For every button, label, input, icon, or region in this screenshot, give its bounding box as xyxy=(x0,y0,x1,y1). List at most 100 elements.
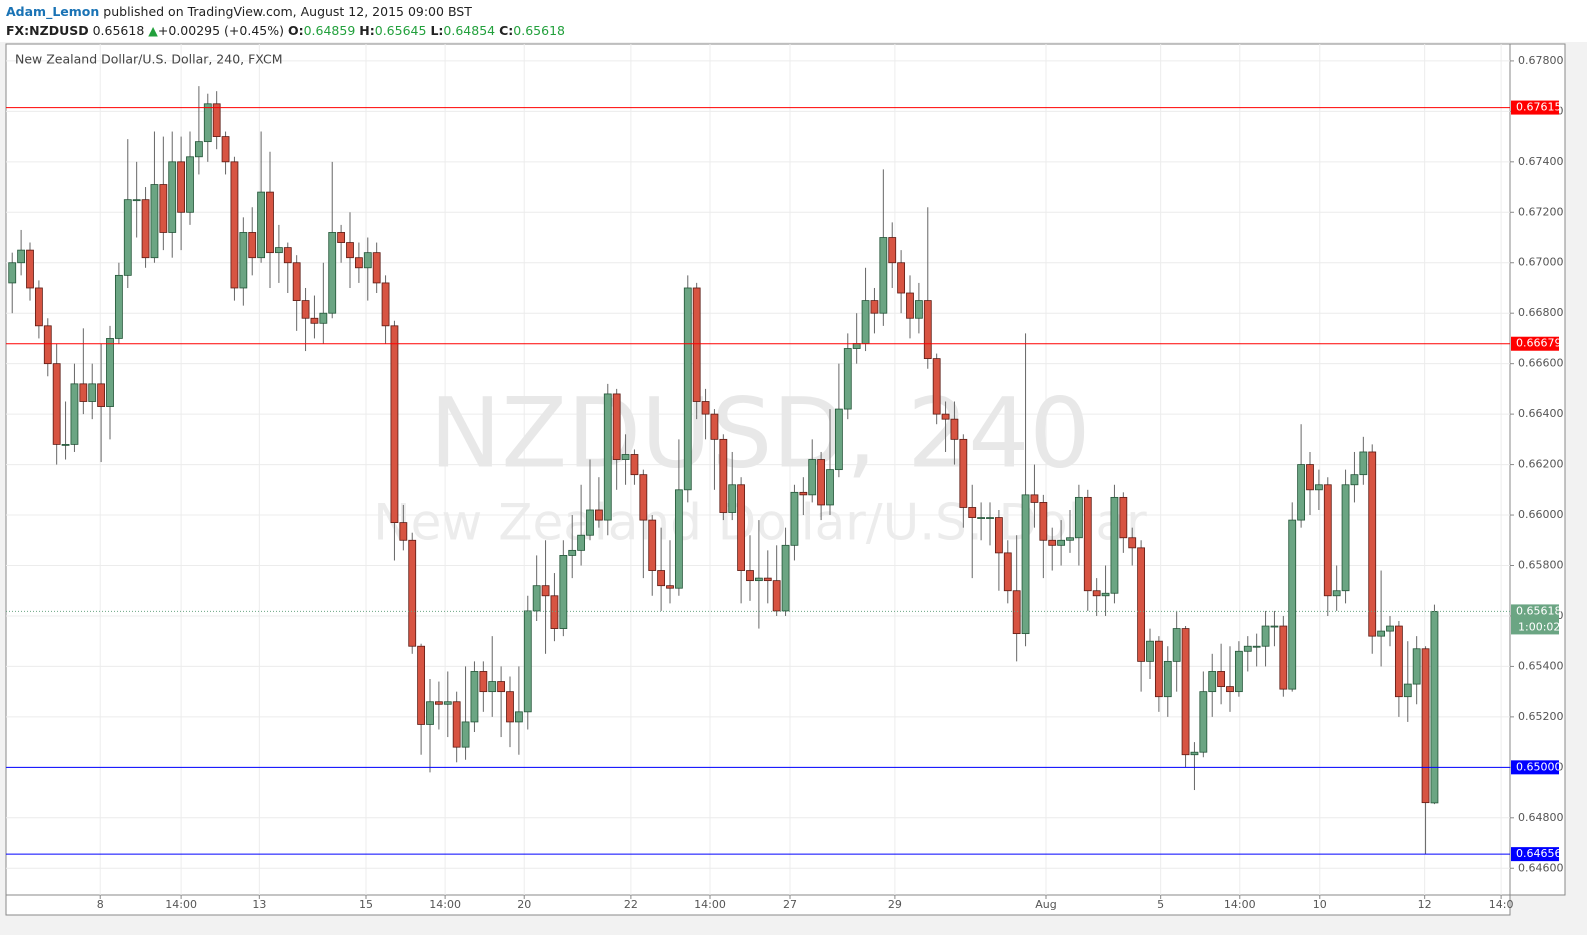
candle-body xyxy=(8,262,17,284)
candle-body xyxy=(834,408,843,471)
candle-body xyxy=(648,519,657,571)
candle-body xyxy=(532,585,541,612)
candle-body xyxy=(363,252,372,269)
candle-body xyxy=(746,570,754,582)
candle-body xyxy=(221,136,230,163)
candle-body xyxy=(177,161,186,213)
candle-body xyxy=(1430,611,1439,804)
y-tick-label: 0.66200 xyxy=(1518,458,1564,471)
y-tick-label: 0.64600 xyxy=(1518,861,1564,874)
candle-body xyxy=(1146,640,1154,662)
candle-body xyxy=(781,544,790,612)
candle-body xyxy=(657,570,666,587)
candle-body xyxy=(808,459,817,496)
header: Adam_Lemon published on TradingView.com,… xyxy=(6,2,565,40)
x-tick-label: 5 xyxy=(1157,898,1164,911)
candle-body xyxy=(408,539,417,647)
candle-body xyxy=(923,300,932,360)
candle-body xyxy=(1332,590,1341,597)
candle-body xyxy=(319,312,328,324)
candle-body xyxy=(710,413,719,440)
candle-body xyxy=(568,549,577,556)
candle-body xyxy=(310,317,319,324)
candle-body xyxy=(106,338,114,407)
candle-body xyxy=(1341,484,1350,592)
candle-body xyxy=(1359,451,1368,476)
last-price-label: 0.65618 xyxy=(1516,604,1562,617)
c-label: C: xyxy=(499,23,514,38)
candle-body xyxy=(1074,496,1083,539)
x-tick-label: 10 xyxy=(1313,898,1327,911)
y-tick-label: 0.67200 xyxy=(1518,205,1564,218)
candle-body xyxy=(737,484,746,571)
candle-body xyxy=(1110,496,1119,594)
candle-body xyxy=(577,534,586,551)
candle-body xyxy=(34,287,43,327)
h-value: 0.65645 xyxy=(374,23,427,38)
x-tick-label: 13 xyxy=(252,898,266,911)
candle-body xyxy=(301,300,310,319)
x-tick-label: 14:0 xyxy=(1489,898,1514,911)
candle-body xyxy=(1137,547,1146,662)
candle-body xyxy=(248,232,257,259)
y-tick-label: 0.64800 xyxy=(1518,811,1564,824)
candle-body xyxy=(586,509,594,536)
x-tick-label: 14:00 xyxy=(429,898,461,911)
candle-body xyxy=(1092,590,1101,597)
candle-body xyxy=(1172,628,1181,662)
candle-body xyxy=(328,232,337,314)
x-tick-label: 8 xyxy=(97,898,104,911)
level-tag xyxy=(1511,336,1559,351)
candle-body xyxy=(861,300,870,344)
candle-body xyxy=(186,156,194,213)
candle-body xyxy=(1057,539,1066,546)
candle-body xyxy=(52,363,61,445)
candle-body xyxy=(1394,625,1403,698)
candle-body xyxy=(114,274,123,339)
candle-body xyxy=(674,489,683,589)
candle-body xyxy=(194,141,203,158)
candle-body xyxy=(728,484,737,513)
candle-body xyxy=(497,681,506,693)
candle-body xyxy=(1297,464,1306,521)
c-value: 0.65618 xyxy=(513,23,565,38)
candle-body xyxy=(1279,625,1288,690)
candle-body xyxy=(1306,464,1314,491)
candle-body xyxy=(443,701,452,705)
candle-body xyxy=(683,287,692,491)
candle-body xyxy=(932,358,941,415)
candle-body xyxy=(159,184,168,233)
candle-body xyxy=(1314,484,1323,491)
y-tick-label: 0.65800 xyxy=(1518,558,1564,571)
candle-body xyxy=(941,413,950,420)
y-tick-label: 0.66400 xyxy=(1518,407,1564,420)
candle-body xyxy=(43,325,52,365)
publish-line: Adam_Lemon published on TradingView.com,… xyxy=(6,2,565,21)
candle-body xyxy=(754,577,763,582)
candle-body xyxy=(817,459,826,506)
y-tick-label: 0.66800 xyxy=(1518,306,1564,319)
candle-body xyxy=(790,491,799,546)
candle-body xyxy=(274,247,283,254)
published: published on TradingView.com, August 12,… xyxy=(103,4,472,19)
candle-body xyxy=(1243,645,1252,652)
author-link[interactable]: Adam_Lemon xyxy=(6,4,100,19)
candle-body xyxy=(666,585,674,589)
candle-body xyxy=(719,438,728,513)
o-label: O: xyxy=(287,23,304,38)
candle-body xyxy=(61,443,70,446)
level-label: 0.66679 xyxy=(1516,337,1562,350)
candle-body xyxy=(852,343,861,349)
candle-body xyxy=(1234,650,1243,693)
candle-body xyxy=(426,701,434,725)
candle-body xyxy=(354,257,363,269)
candle-body xyxy=(1154,640,1163,698)
candle-body xyxy=(1350,474,1359,486)
candle-body xyxy=(434,701,443,705)
time-axis xyxy=(5,894,1511,916)
candle-body xyxy=(452,701,461,748)
candle-body xyxy=(1119,496,1128,539)
last-price-tag xyxy=(1511,604,1559,635)
candle-body xyxy=(514,711,523,723)
candle-body xyxy=(1190,751,1199,756)
